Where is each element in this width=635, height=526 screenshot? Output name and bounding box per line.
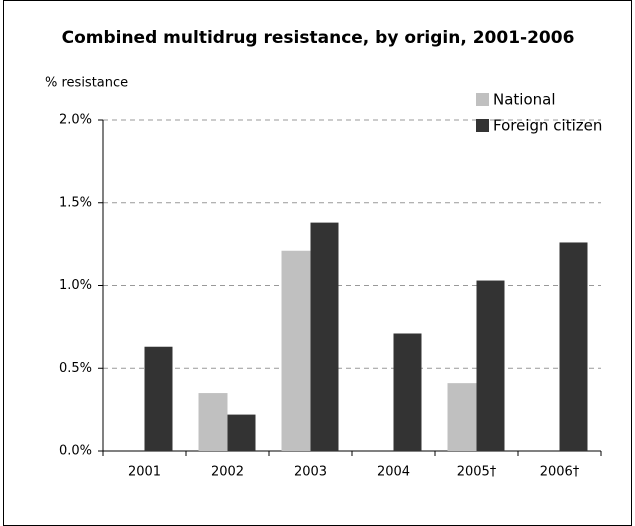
bar bbox=[281, 250, 311, 451]
bar bbox=[198, 393, 228, 451]
y-tick-label: 1.0% bbox=[59, 278, 92, 293]
chart-title: Combined multidrug resistance, by origin… bbox=[62, 28, 575, 48]
legend-swatch bbox=[476, 93, 489, 106]
bar bbox=[310, 222, 339, 451]
x-tick-label: 2002 bbox=[211, 465, 244, 480]
y-tick-label: 2.0% bbox=[59, 113, 92, 128]
x-tick-label: 2001 bbox=[128, 465, 161, 480]
x-tick-label: 2006† bbox=[540, 465, 580, 480]
bar bbox=[559, 242, 588, 451]
bar bbox=[144, 346, 173, 451]
x-tick-label: 2003 bbox=[294, 465, 327, 480]
bar bbox=[393, 333, 422, 451]
bar bbox=[227, 414, 256, 451]
y-axis-label: % resistance bbox=[45, 76, 128, 91]
y-tick-label: 1.5% bbox=[59, 195, 92, 210]
legend-label: Foreign citizen bbox=[493, 117, 602, 135]
bar bbox=[476, 280, 505, 451]
bar bbox=[447, 383, 477, 451]
x-tick-label: 2005† bbox=[457, 465, 497, 480]
x-tick-label: 2004 bbox=[377, 465, 410, 480]
legend-swatch bbox=[476, 119, 489, 132]
legend-label: National bbox=[493, 91, 556, 109]
y-tick-label: 0.0% bbox=[59, 444, 92, 459]
y-tick-label: 0.5% bbox=[59, 361, 92, 376]
